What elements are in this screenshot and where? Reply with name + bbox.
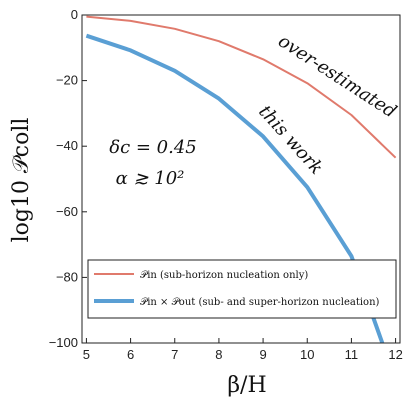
annotation-delta: δc = 0.45 — [109, 137, 197, 158]
x-tick-label: 12 — [388, 347, 402, 362]
x-tick-label: 7 — [171, 347, 178, 362]
x-tick-label: 10 — [300, 347, 314, 362]
legend: 𝒫in (sub-horizon nucleation only) 𝒫in × … — [87, 259, 397, 319]
x-tick-label: 8 — [215, 347, 222, 362]
series-line-over-estimated — [86, 15, 397, 159]
ticks: 5 6 7 8 9 10 11 12 0 −20 −40 −60 −80 −100 — [49, 7, 403, 362]
series-lines — [85, 15, 397, 344]
x-tick-label: 6 — [127, 347, 134, 362]
y-axis-label: log10 𝒫coll — [9, 118, 34, 243]
x-axis-label: β/H — [227, 373, 266, 398]
y-tick-label: −40 — [56, 138, 78, 153]
legend-box — [87, 259, 397, 319]
y-tick-label: −60 — [56, 204, 78, 219]
series-line-this-work — [85, 33, 385, 344]
y-tick-label: −20 — [56, 73, 78, 88]
legend-label-this-work: 𝒫in × 𝒫out (sub- and super-horizon nucle… — [140, 297, 380, 308]
x-tick-label: 11 — [345, 347, 359, 362]
y-tick-label: −100 — [49, 335, 78, 350]
plot-frame — [81, 14, 401, 344]
legend-label-over-estimated: 𝒫in (sub-horizon nucleation only) — [140, 270, 308, 281]
y-tick-label: −80 — [56, 269, 78, 284]
x-tick-label: 9 — [259, 347, 266, 362]
y-tick-label: 0 — [71, 7, 78, 22]
x-tick-label: 5 — [83, 347, 90, 362]
annotation-alpha: α ≳ 10² — [116, 168, 185, 189]
